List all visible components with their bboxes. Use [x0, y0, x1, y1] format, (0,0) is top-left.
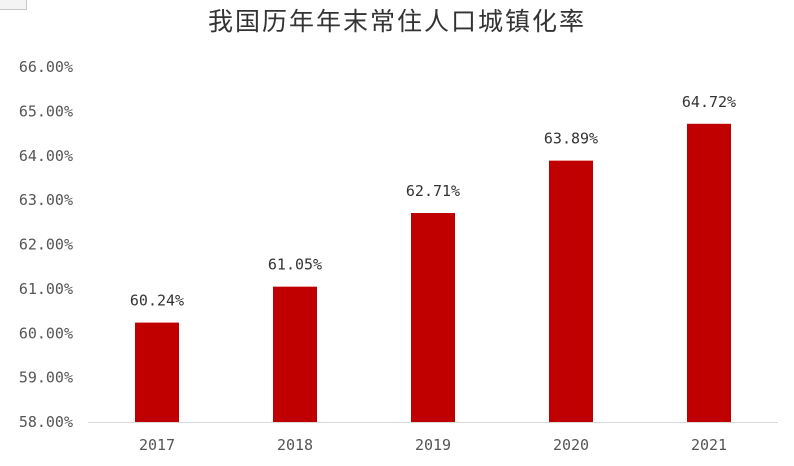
corner-artifact — [0, 0, 27, 10]
data-label: 61.05% — [268, 256, 322, 274]
bar — [135, 322, 179, 422]
x-tick-label: 2017 — [139, 436, 175, 454]
y-tick-label: 63.00% — [19, 191, 73, 209]
data-label: 60.24% — [130, 292, 184, 310]
x-tick-label: 2021 — [691, 436, 727, 454]
y-tick-label: 61.00% — [19, 280, 73, 298]
data-label: 63.89% — [544, 130, 598, 148]
y-tick-label: 60.00% — [19, 324, 73, 342]
y-tick-label: 58.00% — [19, 413, 73, 431]
data-label: 64.72% — [682, 93, 736, 111]
y-tick-label: 66.00% — [19, 58, 73, 76]
x-tick-label: 2018 — [277, 436, 313, 454]
bar — [549, 160, 593, 422]
x-tick-label: 2019 — [415, 436, 451, 454]
chart-title: 我国历年年末常住人口城镇化率 — [207, 7, 586, 36]
bar — [273, 286, 317, 422]
y-tick-label: 62.00% — [19, 236, 73, 254]
x-tick-label: 2020 — [553, 436, 589, 454]
y-tick-label: 64.00% — [19, 147, 73, 165]
bar — [687, 123, 731, 423]
y-tick-label: 65.00% — [19, 102, 73, 120]
bar — [411, 212, 455, 422]
data-label: 62.71% — [406, 182, 460, 200]
y-tick-label: 59.00% — [19, 369, 73, 387]
